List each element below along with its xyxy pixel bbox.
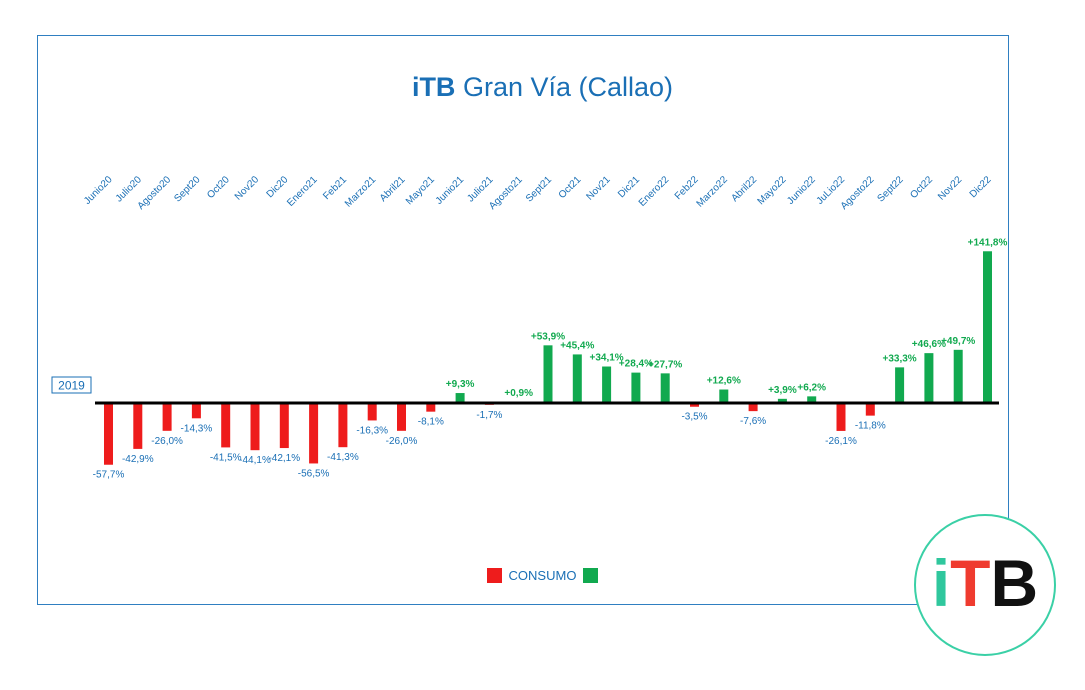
bar xyxy=(660,373,670,403)
category-label: Enero22 xyxy=(637,174,672,209)
data-label: -26,0% xyxy=(151,436,183,447)
legend-swatch-positive xyxy=(583,568,599,583)
bar xyxy=(690,403,699,407)
bar xyxy=(748,403,758,412)
bar xyxy=(719,389,729,403)
data-label: +49,7% xyxy=(941,336,975,347)
category-label: Marzo21 xyxy=(343,174,379,210)
category-label: Junio21 xyxy=(434,174,467,207)
data-label: +53,9% xyxy=(531,331,565,342)
bar xyxy=(455,393,465,403)
bar xyxy=(104,403,113,465)
title-text: Gran Vía (Callao) xyxy=(462,72,674,102)
itb-logo: iTB xyxy=(914,514,1056,656)
data-label: -42,1% xyxy=(268,453,300,464)
data-label: +46,6% xyxy=(912,339,946,350)
category-label: Junio22 xyxy=(785,174,818,207)
data-label: -7,6% xyxy=(740,416,766,427)
bar xyxy=(924,353,934,403)
data-label: -26,0% xyxy=(386,436,418,447)
data-label: -16,3% xyxy=(356,425,388,436)
data-label: +0,9% xyxy=(504,388,533,399)
data-label: -26,1% xyxy=(825,436,857,447)
category-label: Mayo21 xyxy=(404,174,437,207)
data-label: -3,5% xyxy=(681,412,707,423)
category-label: Nov21 xyxy=(585,174,614,203)
data-label: -56,5% xyxy=(298,468,330,479)
bar xyxy=(367,403,377,421)
chart-title: iTB Gran Vía (Callao) xyxy=(0,72,1085,103)
legend-label: CONSUMO xyxy=(508,568,577,583)
category-label: Oct22 xyxy=(908,174,935,201)
chart-frame xyxy=(37,35,1009,605)
data-label: +34,1% xyxy=(589,353,623,364)
bar xyxy=(133,403,143,449)
category-label: Junio20 xyxy=(82,174,115,207)
title-brand: iTB xyxy=(411,72,456,102)
data-label: -44,1% xyxy=(239,455,271,466)
bar xyxy=(221,403,231,448)
data-label: +12,6% xyxy=(707,376,741,387)
bar xyxy=(983,251,992,403)
logo-letter-b: B xyxy=(990,546,1039,620)
bar xyxy=(953,349,963,403)
data-label: -1,7% xyxy=(476,410,502,421)
category-label: Nov22 xyxy=(936,174,965,203)
data-label: -42,9% xyxy=(122,454,154,465)
data-label: +3,9% xyxy=(768,385,797,396)
baseline-label-box xyxy=(51,376,92,394)
logo-letter-t: T xyxy=(950,546,991,620)
bar xyxy=(426,403,436,412)
category-label: Dic22 xyxy=(968,174,994,200)
data-label: -14,3% xyxy=(181,423,213,434)
bar xyxy=(836,403,846,431)
category-label: Dic21 xyxy=(616,174,642,200)
data-label: -8,1% xyxy=(418,417,444,428)
category-label: Dic20 xyxy=(265,174,291,200)
data-label: +9,3% xyxy=(446,379,475,390)
category-label: Feb22 xyxy=(673,174,701,202)
bar xyxy=(543,345,553,403)
category-label: Mayo22 xyxy=(756,174,789,207)
bar xyxy=(397,403,406,431)
bar xyxy=(865,403,875,416)
baseline-label: 2019 xyxy=(58,379,85,393)
category-label: Oct20 xyxy=(205,174,232,201)
data-label: +27,7% xyxy=(648,359,682,370)
category-label: Feb21 xyxy=(321,174,349,202)
data-label: +33,3% xyxy=(882,353,916,364)
bar xyxy=(631,372,641,403)
bar xyxy=(572,354,582,403)
category-label: Sept20 xyxy=(172,174,202,204)
category-label: Marzo22 xyxy=(695,174,731,210)
legend-swatch-negative xyxy=(486,568,502,583)
data-label: +141,8% xyxy=(968,237,1008,248)
data-label: +45,4% xyxy=(560,340,594,351)
bar xyxy=(279,403,289,449)
bar xyxy=(777,398,787,403)
bar xyxy=(895,367,905,403)
bar xyxy=(807,396,817,403)
data-label: -41,5% xyxy=(210,452,242,463)
data-label: +6,2% xyxy=(797,382,826,393)
logo-letter-i: i xyxy=(931,546,951,620)
category-label: Nov20 xyxy=(233,174,262,203)
logo-letters: iTB xyxy=(916,548,1054,618)
category-label: Enero21 xyxy=(285,174,320,209)
category-label: Sept21 xyxy=(524,174,554,204)
bar xyxy=(191,403,201,419)
category-label: Sept22 xyxy=(876,174,906,204)
data-label: -11,8% xyxy=(855,421,886,432)
bar xyxy=(338,403,348,448)
category-label: Oct21 xyxy=(557,174,584,201)
data-label: -41,3% xyxy=(327,452,359,463)
bar xyxy=(309,403,319,464)
bar xyxy=(250,403,260,451)
bar xyxy=(602,366,612,403)
data-label: -57,7% xyxy=(93,470,125,481)
bar xyxy=(162,403,172,431)
legend: CONSUMO xyxy=(0,568,1085,583)
data-label: +28,4% xyxy=(619,359,653,370)
